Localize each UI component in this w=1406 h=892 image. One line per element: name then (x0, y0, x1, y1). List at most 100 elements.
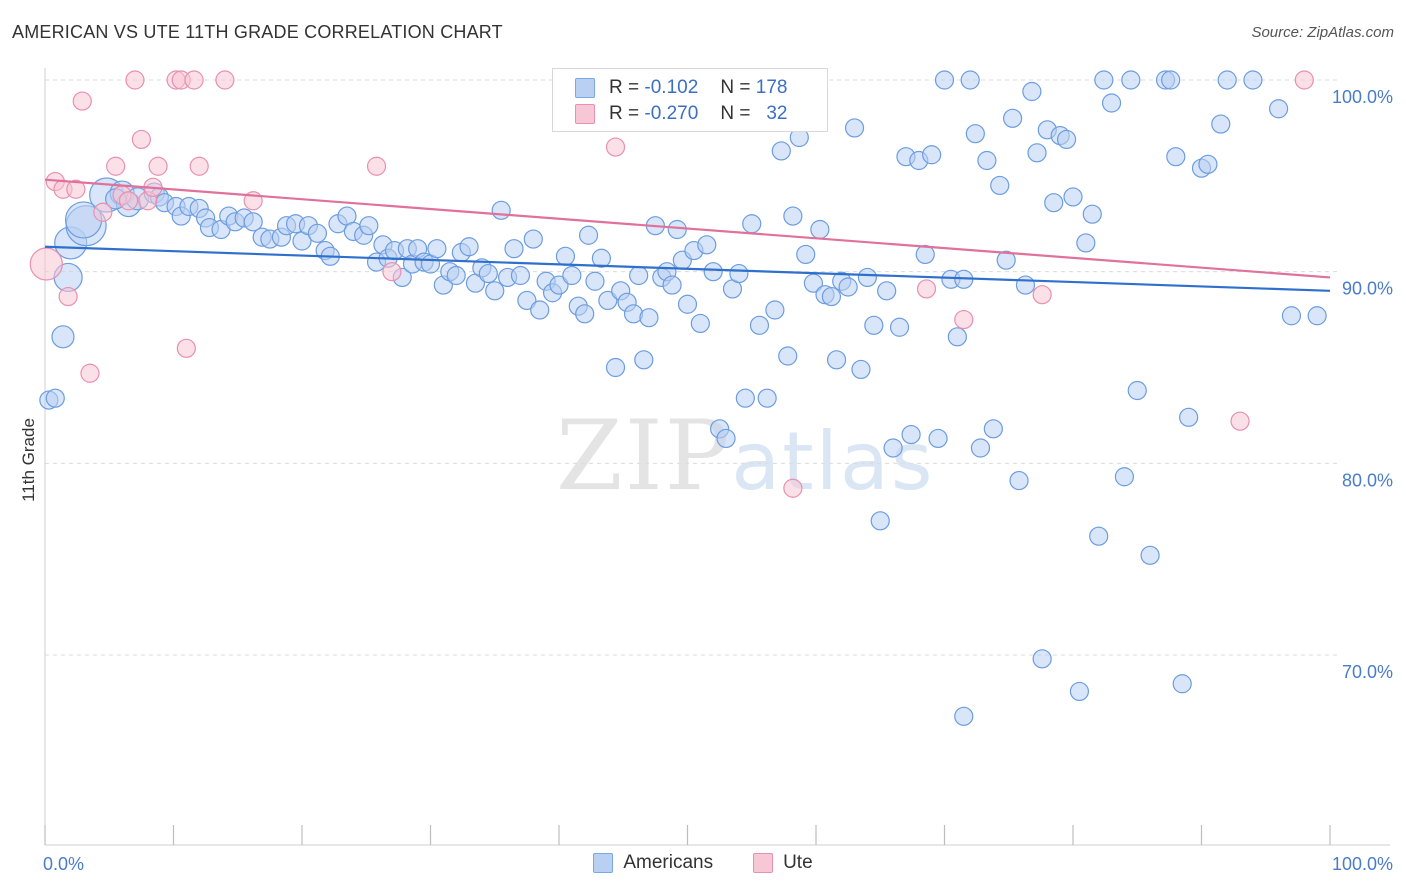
data-point (1217, 70, 1237, 90)
y-tick-label: 70.0% (1342, 662, 1393, 682)
legend-n-value: 32 (766, 103, 788, 124)
data-point (80, 363, 100, 383)
grid-lines (45, 79, 1340, 656)
watermark: ZIPatlas (556, 400, 935, 512)
data-point (765, 300, 785, 320)
legend-r-value: -0.270 (644, 103, 699, 124)
y-tick-label: 80.0% (1342, 470, 1393, 490)
bottom-legend-americans: Americans (593, 852, 713, 874)
data-point (771, 141, 791, 161)
data-point (844, 118, 865, 138)
data-point (1003, 108, 1023, 128)
data-point (1161, 70, 1181, 90)
data-point (1022, 81, 1042, 102)
data-point (996, 250, 1016, 270)
data-point (928, 428, 948, 449)
chart-title: AMERICAN VS UTE 11TH GRADE CORRELATION C… (12, 22, 503, 42)
legend-swatch-americans (575, 78, 595, 98)
data-point (915, 244, 935, 265)
data-point (916, 279, 937, 299)
data-point (826, 350, 847, 370)
data-point (857, 267, 878, 288)
trend-lines (44, 178, 1331, 292)
data-point (629, 265, 649, 286)
data-point (864, 315, 884, 335)
legend-r-value: -0.102 (644, 77, 699, 98)
source-label: Source: ZipAtlas.com (1251, 24, 1394, 41)
legend: R = -0.102 N = 178 R = -0.270 N = 32 (552, 68, 828, 132)
data-point (954, 309, 974, 330)
axes (44, 68, 1390, 846)
data-point (1230, 411, 1250, 431)
data-point (575, 304, 595, 324)
bottom-legend-swatch-ute (753, 853, 774, 873)
data-point (510, 265, 531, 286)
data-point (1281, 306, 1302, 326)
data-point (1015, 275, 1036, 295)
data-point (359, 216, 379, 236)
data-point (1268, 99, 1289, 119)
data-point (93, 202, 113, 222)
data-point (382, 262, 402, 282)
data-point (530, 300, 550, 320)
data-point (366, 156, 387, 176)
data-point (1294, 70, 1314, 90)
data-point (45, 388, 65, 408)
legend-row-americans: R = -0.102 N = 178 (575, 75, 787, 101)
watermark-atlas: atlas (731, 415, 935, 508)
data-point (598, 290, 618, 311)
data-point (1198, 154, 1218, 174)
data-point (118, 191, 139, 211)
data-point (677, 294, 698, 314)
data-point (1094, 70, 1114, 90)
data-point (1101, 93, 1122, 113)
bottom-legend-ute: Ute (753, 852, 813, 874)
bottom-legend-label: Americans (623, 852, 714, 873)
data-point (870, 511, 890, 531)
data-point (605, 357, 626, 378)
data-point (591, 248, 612, 268)
data-point (555, 246, 576, 266)
legend-swatch-ute (575, 104, 595, 124)
x-tick-label: 100.0% (1332, 854, 1393, 874)
data-point (1082, 204, 1102, 224)
data-point (131, 129, 151, 150)
data-point (176, 338, 196, 358)
data-point (977, 150, 997, 171)
data-point (749, 315, 770, 335)
y-tick-label: 90.0% (1342, 279, 1393, 299)
data-point (58, 286, 78, 307)
data-point (1243, 70, 1263, 90)
data-point (51, 325, 75, 349)
data-point (965, 124, 985, 144)
x-tick-label: 0.0% (43, 854, 84, 874)
series-americans (39, 70, 1327, 726)
data-point (954, 706, 974, 726)
data-point (934, 70, 955, 90)
data-point (1089, 526, 1109, 546)
data-point (446, 265, 466, 286)
data-point (517, 290, 537, 311)
data-point (427, 239, 447, 259)
y-tick-label: 100.0% (1332, 87, 1393, 107)
data-point (578, 225, 599, 245)
data-point (562, 265, 582, 286)
data-point (757, 388, 777, 408)
data-point (29, 247, 63, 281)
data-point (703, 262, 723, 282)
y-axis-label: 11th Grade (19, 418, 38, 502)
data-point (1009, 470, 1029, 491)
data-point (1056, 129, 1077, 150)
data-point (639, 308, 659, 328)
data-point (1044, 193, 1064, 213)
data-point (810, 219, 830, 240)
data-point (778, 346, 798, 366)
data-point (796, 244, 816, 265)
data-point (243, 212, 263, 232)
data-point (742, 214, 762, 234)
data-point (491, 200, 511, 220)
data-point (66, 179, 86, 199)
data-point (634, 350, 654, 370)
data-point (585, 271, 605, 291)
data-point (990, 175, 1010, 196)
